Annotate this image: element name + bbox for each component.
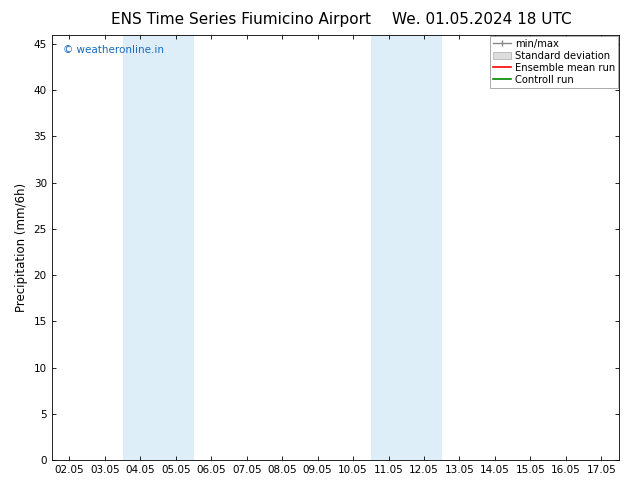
Bar xyxy=(371,35,442,460)
Text: We. 01.05.2024 18 UTC: We. 01.05.2024 18 UTC xyxy=(392,12,572,27)
Legend: min/max, Standard deviation, Ensemble mean run, Controll run: min/max, Standard deviation, Ensemble me… xyxy=(489,36,618,88)
Text: ENS Time Series Fiumicino Airport: ENS Time Series Fiumicino Airport xyxy=(111,12,371,27)
Text: © weatheronline.in: © weatheronline.in xyxy=(63,45,164,55)
Y-axis label: Precipitation (mm/6h): Precipitation (mm/6h) xyxy=(15,183,28,312)
Bar xyxy=(122,35,193,460)
